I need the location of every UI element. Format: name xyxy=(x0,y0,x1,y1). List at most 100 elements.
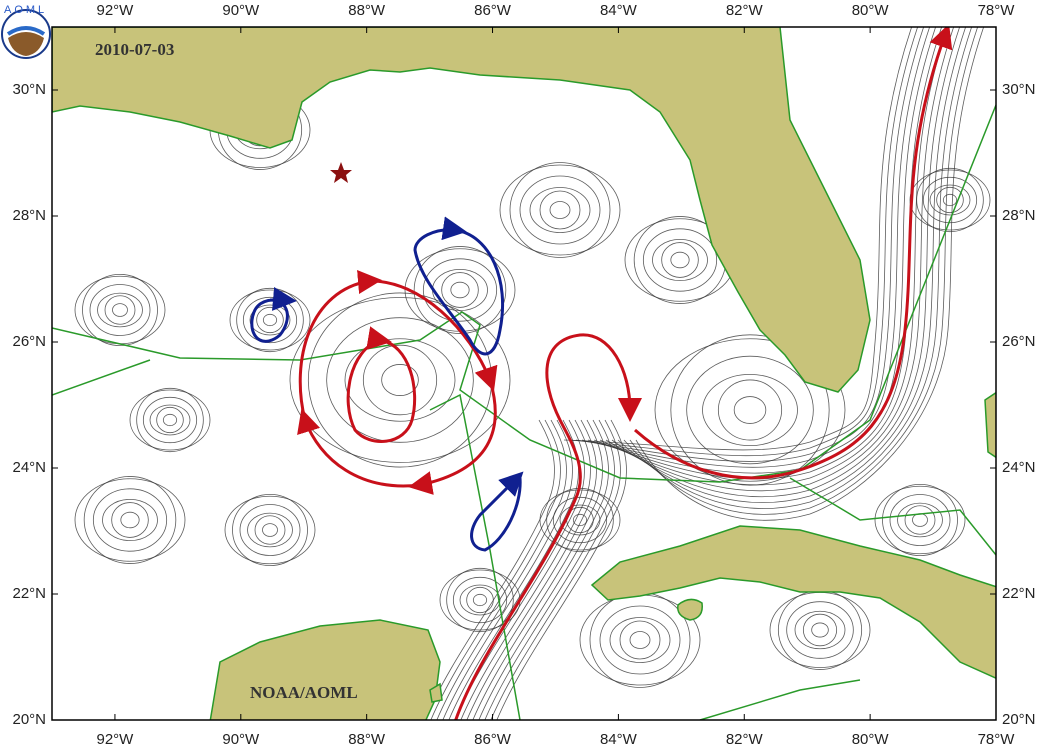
x-tick-label: 78°W xyxy=(978,2,1016,19)
streamline xyxy=(549,201,571,219)
streamline xyxy=(232,493,308,567)
streamline xyxy=(581,27,931,468)
streamline xyxy=(802,613,838,647)
streamline xyxy=(459,584,501,616)
streamline xyxy=(605,27,955,492)
streamline xyxy=(112,303,128,317)
x-tick-label: 86°W xyxy=(474,2,512,19)
gulf-stream xyxy=(634,27,953,480)
streamline xyxy=(629,631,651,649)
y-tick-label: 22°N xyxy=(1002,585,1036,602)
streamline xyxy=(156,406,184,434)
streamline xyxy=(609,617,671,663)
cyclone xyxy=(470,471,524,552)
streamline xyxy=(617,27,967,503)
streamline xyxy=(452,576,508,624)
streamline xyxy=(509,162,611,258)
cozumel xyxy=(429,682,443,703)
streamline xyxy=(448,419,579,720)
streamline xyxy=(670,251,690,269)
cuba xyxy=(590,525,996,680)
streamline xyxy=(242,296,298,344)
logo-text: AOML xyxy=(4,4,47,16)
streamline xyxy=(611,27,961,498)
streamline xyxy=(874,485,966,555)
y-tick-label: 20°N xyxy=(1002,711,1036,728)
streamline xyxy=(136,387,204,453)
streamline xyxy=(162,413,178,427)
y-tick-label: 24°N xyxy=(1002,459,1036,476)
streamline xyxy=(254,515,286,545)
loop-eddy xyxy=(300,279,495,486)
streamline xyxy=(519,175,601,245)
x-tick-label: 90°W xyxy=(222,2,260,19)
streamline xyxy=(635,27,985,521)
streamline xyxy=(496,419,627,720)
x-tick-label: 88°W xyxy=(348,2,386,19)
streamline xyxy=(236,287,304,353)
streamline xyxy=(102,498,158,542)
streamline xyxy=(441,272,479,308)
streamline xyxy=(794,610,846,650)
y-tick-label: 28°N xyxy=(1002,207,1036,224)
x-tick-label: 90°W xyxy=(222,731,260,748)
streamline xyxy=(129,389,211,451)
graticule: 92°W 92°W 90°W 90°W 88°W 88°W 86°W 86°W 84°W 84°W… xyxy=(12,2,1035,748)
streamline xyxy=(224,495,316,565)
streamline xyxy=(442,419,573,720)
y-tick-label: 26°N xyxy=(1002,333,1036,350)
streamline xyxy=(262,523,278,537)
streamline xyxy=(922,176,978,224)
streamline xyxy=(733,396,767,424)
streamline xyxy=(89,284,151,336)
date-label: 2010-07-03 xyxy=(95,40,174,59)
land xyxy=(52,27,996,720)
frame xyxy=(51,26,997,721)
bahamas xyxy=(984,391,996,459)
streamline xyxy=(142,396,198,444)
y-tick-label: 26°N xyxy=(12,333,46,350)
streamline xyxy=(593,27,943,480)
streamline xyxy=(642,228,718,292)
streamline xyxy=(889,494,951,546)
streamline xyxy=(569,27,919,457)
streamline xyxy=(454,419,585,720)
streamline xyxy=(623,27,973,509)
streamline xyxy=(904,505,936,535)
streamline xyxy=(256,306,284,334)
streamline xyxy=(92,488,168,552)
streamline xyxy=(104,295,136,325)
streamline xyxy=(460,419,591,720)
streamline xyxy=(478,419,609,720)
streamline xyxy=(599,605,681,675)
x-tick-label: 84°W xyxy=(600,731,638,748)
streamline xyxy=(149,404,191,436)
streamline xyxy=(897,502,943,538)
streamline xyxy=(670,334,830,486)
streamline xyxy=(446,567,514,633)
streamline xyxy=(629,27,979,515)
streamline xyxy=(575,27,925,462)
streamline xyxy=(654,338,846,482)
streamline xyxy=(529,187,591,233)
cyclone xyxy=(413,230,505,356)
x-tick-label: 84°W xyxy=(600,2,638,19)
streamline xyxy=(572,513,588,527)
x-tick-label: 82°W xyxy=(726,731,764,748)
streamline xyxy=(262,313,278,327)
streamline xyxy=(717,379,783,441)
streamline xyxy=(229,289,311,351)
streamline xyxy=(882,483,958,557)
x-tick-label: 88°W xyxy=(348,731,386,748)
inner-eddy xyxy=(346,340,417,443)
eddies xyxy=(250,27,953,720)
x-tick-label: 92°W xyxy=(97,2,135,19)
streamline xyxy=(82,273,158,347)
streamline xyxy=(539,190,581,230)
y-tick-label: 28°N xyxy=(12,207,46,224)
streamline xyxy=(472,593,488,607)
y-tick-label: 24°N xyxy=(12,459,46,476)
streamline xyxy=(249,304,291,336)
x-tick-label: 82°W xyxy=(726,2,764,19)
